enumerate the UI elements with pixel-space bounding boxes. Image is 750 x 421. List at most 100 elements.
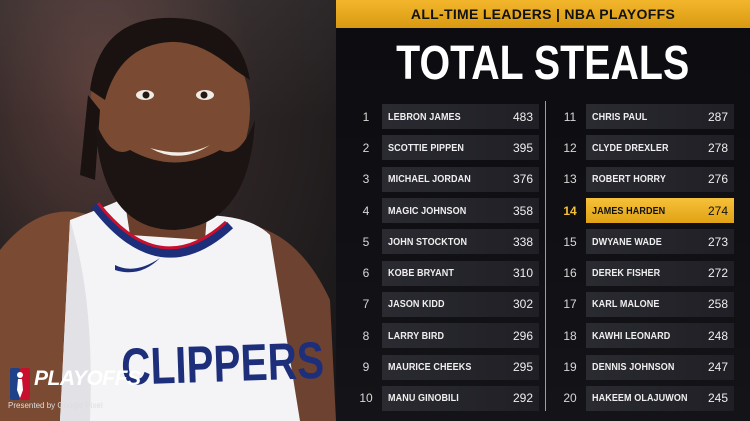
leader-row: 4 MAGIC JOHNSON 358: [354, 195, 539, 226]
leader-row: 6 KOBE BRYANT 310: [354, 257, 539, 288]
leader-rank: 19: [563, 360, 577, 375]
leader-value: 302: [512, 297, 533, 312]
header-banner: ALL-TIME LEADERS | NBA PLAYOFFS: [336, 0, 750, 28]
leader-rank: 17: [563, 297, 577, 312]
player-illustration: CLIPPERS: [0, 17, 336, 421]
leader-rank: 4: [362, 203, 370, 218]
leader-bar: CLYDE DREXLER 278: [586, 135, 734, 161]
leader-name: DEREK FISHER: [592, 267, 661, 280]
leader-rank: 13: [563, 172, 577, 187]
leader-name: JAMES HARDEN: [592, 204, 666, 217]
leader-name: MAGIC JOHNSON: [388, 204, 467, 217]
leader-row: 19 DENNIS JOHNSON 247: [558, 351, 734, 382]
leader-row: 12 CLYDE DREXLER 278: [558, 132, 734, 163]
leader-rank: 9: [362, 360, 370, 375]
leader-bar: CHRIS PAUL 287: [586, 104, 734, 130]
leader-value: 295: [512, 360, 533, 375]
leader-rank: 20: [563, 391, 577, 406]
leader-row: 13 ROBERT HORRY 276: [558, 164, 734, 195]
leader-row: 9 MAURICE CHEEKS 295: [354, 351, 539, 382]
playoffs-logo: PLAYOFFS Presented by Google Pixel: [8, 367, 148, 417]
leader-rank: 8: [362, 328, 370, 343]
leader-bar: DENNIS JOHNSON 247: [586, 354, 734, 380]
leader-rank: 14: [563, 203, 577, 218]
leader-bar: MANU GINOBILI 292: [382, 385, 539, 411]
leader-bar: LARRY BIRD 296: [382, 323, 539, 349]
leader-value: 338: [512, 234, 533, 249]
leader-row: 18 KAWHI LEONARD 248: [558, 320, 734, 351]
leader-bar: JAMES HARDEN 274: [586, 198, 734, 224]
leader-name: ROBERT HORRY: [592, 173, 666, 186]
leader-value: 274: [707, 203, 728, 218]
presented-by: Presented by Google Pixel: [8, 401, 103, 410]
leader-name: KAWHI LEONARD: [592, 329, 671, 342]
leader-value: 278: [707, 140, 728, 155]
leader-bar: DWYANE WADE 273: [586, 229, 734, 255]
leader-rank: 5: [362, 234, 370, 249]
leader-bar: KAWHI LEONARD 248: [586, 323, 734, 349]
leader-rank: 16: [563, 266, 577, 281]
leader-value: 376: [512, 172, 533, 187]
leader-name: KARL MALONE: [592, 298, 660, 311]
player-photo: CLIPPERS PLAYOFFS Presented by Google Pi…: [0, 0, 336, 421]
leader-row: 8 LARRY BIRD 296: [354, 320, 539, 351]
leader-row: 17 KARL MALONE 258: [558, 289, 734, 320]
leader-name: SCOTTIE PIPPEN: [388, 141, 464, 154]
leader-rank: 15: [563, 234, 577, 249]
leader-bar: JASON KIDD 302: [382, 291, 539, 317]
leader-rank: 7: [362, 297, 370, 312]
leader-name: MICHAEL JORDAN: [388, 173, 471, 186]
leader-bar: KARL MALONE 258: [586, 291, 734, 317]
leader-value: 310: [512, 266, 533, 281]
leader-value: 292: [512, 391, 533, 406]
leader-name: MANU GINOBILI: [388, 392, 459, 405]
leader-name: CHRIS PAUL: [592, 110, 648, 123]
leader-name: JASON KIDD: [388, 298, 445, 311]
leader-rank: 11: [563, 109, 577, 124]
leader-bar: SCOTTIE PIPPEN 395: [382, 135, 539, 161]
leader-rank: 1: [362, 109, 370, 124]
leader-value: 272: [707, 266, 728, 281]
leader-name: HAKEEM OLAJUWON: [592, 392, 688, 405]
leader-rank: 3: [362, 172, 370, 187]
title-text: TOTAL STEALS: [396, 36, 690, 90]
leader-name: KOBE BRYANT: [388, 267, 455, 280]
leader-bar: KOBE BRYANT 310: [382, 260, 539, 286]
leaders-panel: ALL-TIME LEADERS | NBA PLAYOFFS TOTAL ST…: [336, 0, 750, 421]
leader-name: JOHN STOCKTON: [388, 235, 468, 248]
playoffs-wordmark: PLAYOFFS: [34, 367, 141, 390]
leader-row: 14 JAMES HARDEN 274: [558, 195, 734, 226]
leader-bar: MAURICE CHEEKS 295: [382, 354, 539, 380]
leader-value: 247: [707, 360, 728, 375]
leaders-column-left: 1 LEBRON JAMES 483 2 SCOTTIE PIPPEN 395 3 MICHA…: [354, 101, 539, 414]
leader-row: 5 JOHN STOCKTON 338: [354, 226, 539, 257]
leader-row: 10 MANU GINOBILI 292: [354, 383, 539, 414]
leader-row: 16 DEREK FISHER 272: [558, 257, 734, 288]
leader-rank: 18: [563, 328, 577, 343]
leader-name: LEBRON JAMES: [388, 110, 461, 123]
leader-name: MAURICE CHEEKS: [388, 361, 472, 374]
leader-bar: ROBERT HORRY 276: [586, 166, 734, 192]
leader-name: DENNIS JOHNSON: [592, 361, 675, 374]
leader-row: 15 DWYANE WADE 273: [558, 226, 734, 257]
leader-value: 358: [512, 203, 533, 218]
leader-row: 7 JASON KIDD 302: [354, 289, 539, 320]
jersey-text: CLIPPERS: [120, 331, 325, 396]
leader-value: 258: [707, 297, 728, 312]
leader-bar: DEREK FISHER 272: [586, 260, 734, 286]
leader-rank: 12: [563, 140, 577, 155]
leader-value: 395: [512, 140, 533, 155]
leader-rank: 10: [359, 391, 373, 406]
stat-title: TOTAL STEALS: [336, 30, 750, 96]
leader-rank: 2: [362, 140, 370, 155]
leader-name: CLYDE DREXLER: [592, 141, 669, 154]
leader-bar: JOHN STOCKTON 338: [382, 229, 539, 255]
leader-rank: 6: [362, 266, 370, 281]
nba-logo-icon: [10, 368, 30, 400]
leader-bar: MAGIC JOHNSON 358: [382, 198, 539, 224]
leader-bar: LEBRON JAMES 483: [382, 104, 539, 130]
leader-row: 2 SCOTTIE PIPPEN 395: [354, 132, 539, 163]
leader-row: 11 CHRIS PAUL 287: [558, 101, 734, 132]
leader-bar: MICHAEL JORDAN 376: [382, 166, 539, 192]
